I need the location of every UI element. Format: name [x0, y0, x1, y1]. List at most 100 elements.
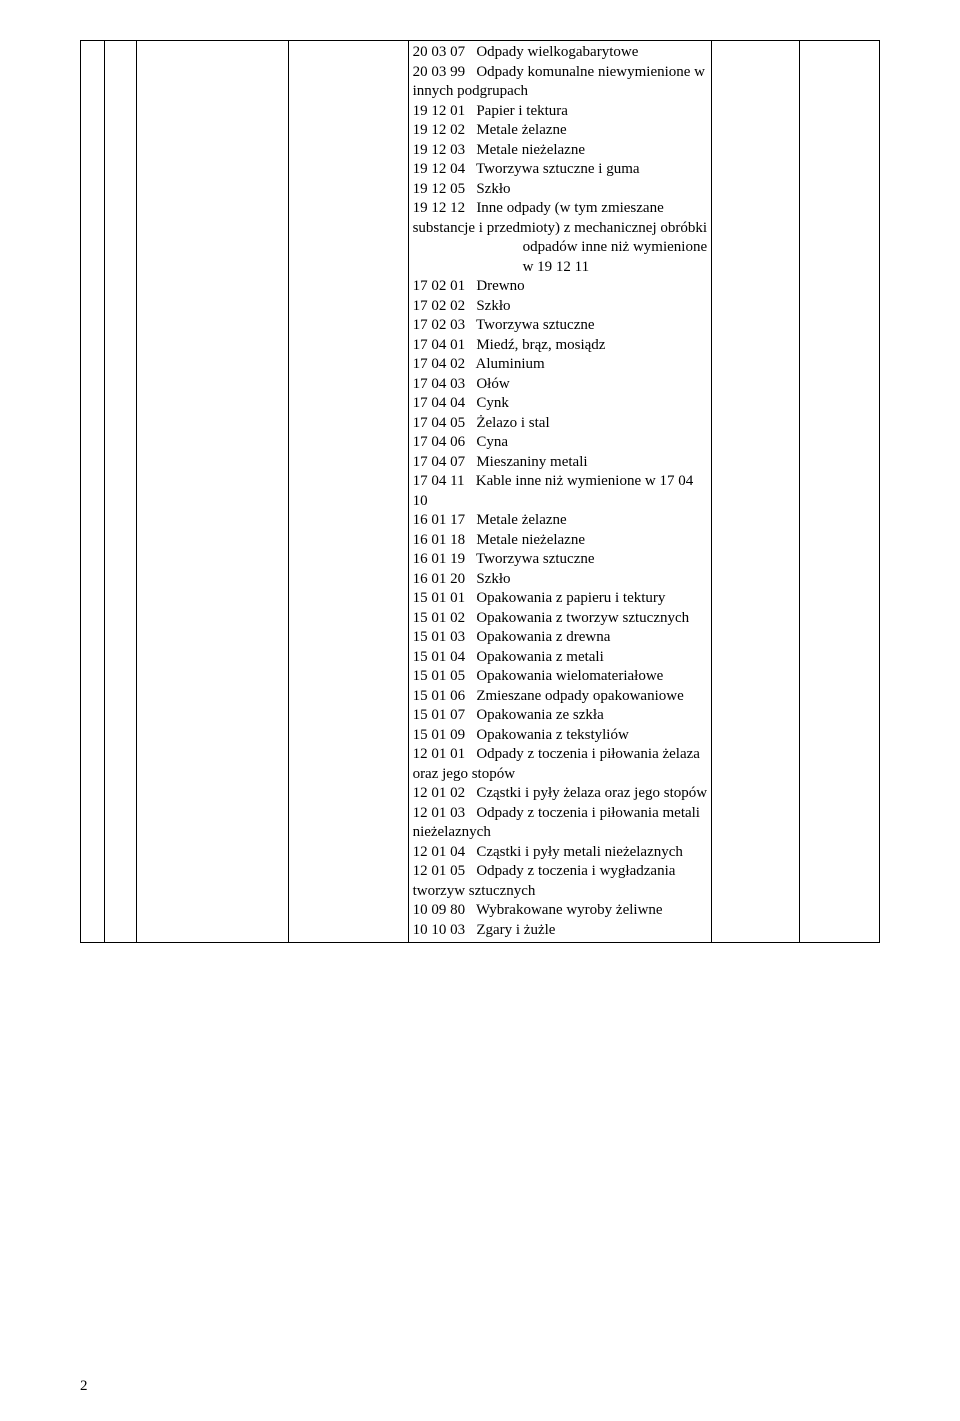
waste-code: 12 01 05: [413, 863, 466, 879]
waste-code: 19 12 01: [413, 103, 466, 119]
waste-code: 15 01 07: [413, 707, 466, 723]
waste-label: Opakowania z tekstyliów: [476, 727, 628, 743]
waste-label: Opakowania z drewna: [476, 629, 610, 645]
waste-entry: 17 04 11 Kable inne niż wymienione w 17 …: [413, 472, 708, 511]
waste-label: Metale żelazne: [476, 512, 566, 528]
cell-col-2: [104, 41, 136, 943]
waste-code: 17 04 02: [413, 356, 466, 372]
waste-label: Metale nieżelazne: [476, 532, 585, 548]
waste-entry: 17 04 06 Cyna: [413, 433, 708, 453]
waste-label: Papier i tektura: [476, 103, 568, 119]
waste-entry: 16 01 20 Szkło: [413, 570, 708, 590]
waste-entry: 17 04 03 Ołów: [413, 375, 708, 395]
waste-label: Cząstki i pyły metali nieżelaznych: [476, 844, 683, 860]
waste-entry: 15 01 01 Opakowania z papieru i tektury: [413, 589, 708, 609]
waste-code: 17 04 06: [413, 434, 466, 450]
cell-col-1: [81, 41, 105, 943]
waste-label: Cynk: [476, 395, 509, 411]
waste-label: Opakowania z metali: [476, 649, 603, 665]
waste-label: Zgary i żużle: [476, 922, 555, 938]
waste-code: 15 01 05: [413, 668, 466, 684]
waste-label: Tworzywa sztuczne: [476, 551, 594, 567]
waste-entry: 15 01 05 Opakowania wielomateriałowe: [413, 667, 708, 687]
waste-label: Drewno: [476, 278, 524, 294]
waste-label: Szkło: [476, 571, 510, 587]
waste-label: Tworzywa sztuczne: [476, 317, 594, 333]
waste-entry: 16 01 17 Metale żelazne: [413, 511, 708, 531]
waste-entry: 12 01 05 Odpady z toczenia i wygładzania…: [413, 862, 708, 901]
waste-entry: 15 01 09 Opakowania z tekstyliów: [413, 726, 708, 746]
waste-label: Miedź, brąz, mosiądz: [476, 337, 605, 353]
waste-code: 19 12 05: [413, 181, 466, 197]
cell-col-3: [136, 41, 288, 943]
waste-code: 17 04 05: [413, 415, 466, 431]
waste-label: Tworzywa sztuczne i guma: [476, 161, 639, 177]
waste-code: 16 01 20: [413, 571, 466, 587]
waste-entry: 15 01 06 Zmieszane odpady opakowaniowe: [413, 687, 708, 707]
waste-code: 12 01 03: [413, 805, 466, 821]
waste-label: Cząstki i pyły żelaza oraz jego stopów: [476, 785, 707, 801]
waste-code: 17 04 11: [413, 473, 465, 489]
waste-label: Metale żelazne: [476, 122, 566, 138]
waste-code: 12 01 01: [413, 746, 466, 762]
waste-entry-continuation: odpadów inne niż wymienione w 19 12 11: [413, 238, 708, 277]
waste-entry: 20 03 07 Odpady wielkogabarytowe: [413, 43, 708, 63]
cell-col-6: [712, 41, 800, 943]
waste-label: Opakowania wielomateriałowe: [476, 668, 663, 684]
waste-code: 10 09 80: [413, 902, 466, 918]
waste-entry: 19 12 03 Metale nieżelazne: [413, 141, 708, 161]
waste-code: 15 01 02: [413, 610, 466, 626]
waste-code: 15 01 09: [413, 727, 466, 743]
waste-label: Aluminium: [476, 356, 545, 372]
waste-code: 17 02 02: [413, 298, 466, 314]
waste-code: 19 12 02: [413, 122, 466, 138]
waste-entry: 19 12 01 Papier i tektura: [413, 102, 708, 122]
waste-label: Szkło: [476, 298, 510, 314]
waste-entry: 17 04 04 Cynk: [413, 394, 708, 414]
waste-code: 10 10 03: [413, 922, 466, 938]
waste-entry: 15 01 04 Opakowania z metali: [413, 648, 708, 668]
waste-code: 17 02 01: [413, 278, 466, 294]
waste-entry: 12 01 03 Odpady z toczenia i piłowania m…: [413, 804, 708, 843]
waste-code: 15 01 03: [413, 629, 466, 645]
waste-label: Opakowania z papieru i tektury: [476, 590, 665, 606]
waste-label-continuation: odpadów inne niż wymienione w 19 12 11: [523, 239, 708, 275]
waste-entry: 17 02 01 Drewno: [413, 277, 708, 297]
waste-code: 12 01 02: [413, 785, 466, 801]
page: 20 03 07 Odpady wielkogabarytowe20 03 99…: [0, 0, 960, 1421]
waste-label: Metale nieżelazne: [476, 142, 585, 158]
waste-entry: 15 01 07 Opakowania ze szkła: [413, 706, 708, 726]
cell-content: 20 03 07 Odpady wielkogabarytowe20 03 99…: [408, 41, 712, 943]
waste-entry: 17 04 05 Żelazo i stal: [413, 414, 708, 434]
waste-entry: 16 01 19 Tworzywa sztuczne: [413, 550, 708, 570]
cell-col-7: [800, 41, 880, 943]
waste-code: 15 01 06: [413, 688, 466, 704]
waste-label: Opakowania z tworzyw sztucznych: [476, 610, 689, 626]
waste-code: 16 01 18: [413, 532, 466, 548]
waste-label: Żelazo i stal: [476, 415, 549, 431]
waste-code: 20 03 07: [413, 44, 466, 60]
waste-code: 12 01 04: [413, 844, 466, 860]
waste-entry: 19 12 12 Inne odpady (w tym zmieszane su…: [413, 199, 708, 238]
waste-label: Wybrakowane wyroby żeliwne: [476, 902, 663, 918]
waste-code: 15 01 04: [413, 649, 466, 665]
waste-code: 17 04 04: [413, 395, 466, 411]
waste-entry: 10 09 80 Wybrakowane wyroby żeliwne: [413, 901, 708, 921]
document-table: 20 03 07 Odpady wielkogabarytowe20 03 99…: [80, 40, 880, 943]
waste-code: 16 01 19: [413, 551, 466, 567]
waste-code: 17 04 03: [413, 376, 466, 392]
waste-entry: 16 01 18 Metale nieżelazne: [413, 531, 708, 551]
waste-entry: 17 04 07 Mieszaniny metali: [413, 453, 708, 473]
waste-entry: 12 01 01 Odpady z toczenia i piłowania ż…: [413, 745, 708, 784]
waste-label: Cyna: [476, 434, 508, 450]
waste-label: Opakowania ze szkła: [476, 707, 603, 723]
waste-code: 20 03 99: [413, 64, 466, 80]
page-number: 2: [80, 1378, 88, 1395]
waste-entry: 17 02 02 Szkło: [413, 297, 708, 317]
waste-entry: 17 04 02 Aluminium: [413, 355, 708, 375]
waste-code: 15 01 01: [413, 590, 466, 606]
waste-code: 17 04 07: [413, 454, 466, 470]
waste-label: Szkło: [476, 181, 510, 197]
waste-entry: 12 01 04 Cząstki i pyły metali nieżelazn…: [413, 843, 708, 863]
waste-label: Odpady wielkogabarytowe: [476, 44, 638, 60]
